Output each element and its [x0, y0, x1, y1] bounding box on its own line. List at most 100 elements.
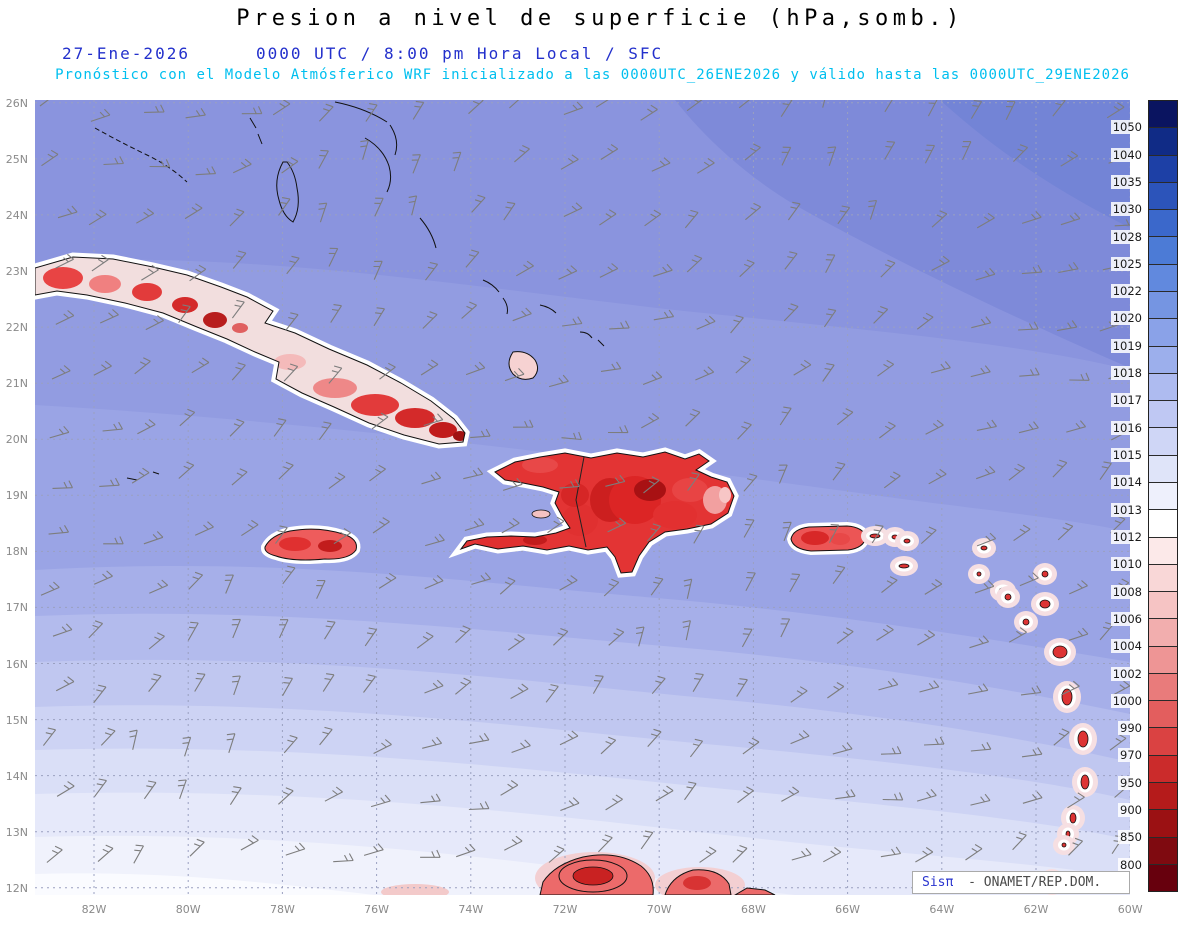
wind-barb — [741, 628, 753, 648]
pressure-colorbar — [1148, 100, 1178, 892]
wind-barb — [510, 683, 529, 699]
colorbar-cell-12 — [1149, 428, 1177, 456]
colorbar-label-1002: 1002 — [1110, 666, 1144, 681]
wind-barb — [1058, 261, 1079, 274]
lat-tick-24N: 24N — [5, 208, 28, 222]
wind-barb — [516, 260, 534, 277]
wind-barb — [682, 620, 691, 641]
wind-barb — [697, 157, 715, 174]
wind-barb — [424, 574, 444, 590]
wind-barb — [737, 786, 754, 804]
wind-barb — [282, 565, 296, 585]
colorbar-cell-20 — [1149, 646, 1177, 674]
wind-barb — [696, 315, 716, 330]
wind-barb — [278, 461, 294, 480]
wind-barb — [52, 623, 73, 637]
wind-barb — [194, 672, 206, 692]
wind-barb — [103, 536, 124, 545]
wind-barb — [787, 201, 801, 221]
wind-barb — [90, 108, 111, 122]
wind-barb — [653, 309, 675, 321]
wind-barb — [651, 157, 671, 172]
wind-barb — [782, 521, 792, 542]
wind-barb — [149, 159, 171, 168]
wind-barb — [695, 366, 715, 381]
wind-barb — [975, 267, 996, 281]
wind-barb — [55, 676, 75, 692]
wind-barb — [422, 736, 443, 749]
wind-barb — [836, 627, 854, 644]
wind-barb — [1005, 100, 1016, 120]
wind-barb — [684, 781, 697, 801]
wind-barb — [465, 361, 486, 376]
wind-barb — [425, 533, 445, 547]
wind-barb — [512, 419, 534, 428]
wind-barb — [647, 728, 662, 747]
wind-barb — [878, 678, 899, 691]
wind-barb — [285, 312, 299, 331]
wind-barb — [318, 421, 332, 441]
wind-barb — [599, 209, 617, 226]
wind-barb — [605, 794, 623, 811]
wind-barb — [563, 101, 584, 116]
wind-barb — [425, 261, 439, 281]
wind-barb — [976, 465, 996, 480]
wind-barb — [318, 202, 328, 223]
wind-barb — [463, 467, 484, 480]
wind-barb — [1060, 212, 1081, 226]
colorbar-label-1022: 1022 — [1110, 284, 1144, 299]
colorbar-label-950: 950 — [1118, 775, 1144, 790]
colorbar-cell-21 — [1149, 673, 1177, 702]
wind-barb — [1066, 420, 1087, 433]
wind-barb — [599, 263, 619, 278]
wind-barb — [423, 413, 444, 427]
wind-barb — [563, 202, 583, 217]
colorbar-cell-28 — [1149, 864, 1177, 892]
wind-barb — [46, 845, 63, 863]
puerto-rico-island — [791, 526, 866, 551]
wind-barb — [422, 311, 438, 329]
wind-barb — [373, 260, 383, 280]
wind-barb — [836, 408, 854, 426]
wind-barb — [781, 146, 792, 166]
wind-barb — [468, 801, 490, 811]
wind-barb — [504, 835, 523, 851]
wind-barb — [1109, 734, 1127, 751]
wind-barb — [559, 479, 580, 489]
wind-barb — [1068, 627, 1089, 641]
wind-barb — [916, 312, 934, 330]
wind-barb — [1069, 580, 1088, 595]
wind-barb — [641, 412, 660, 429]
wind-barb — [465, 249, 480, 268]
wind-barb — [88, 209, 107, 226]
wind-barb — [744, 143, 761, 161]
wind-barb — [1018, 421, 1039, 434]
wind-barb — [241, 106, 263, 115]
wind-barb — [560, 154, 579, 170]
wind-barb — [136, 208, 155, 224]
colorbar-label-1050: 1050 — [1110, 120, 1144, 135]
pressure-map-svg — [35, 100, 1130, 895]
wind-barb — [455, 677, 472, 695]
wind-barb — [607, 425, 629, 434]
wind-barb — [600, 144, 619, 160]
wind-barb — [739, 259, 755, 278]
wind-barb — [825, 254, 836, 274]
wind-barb — [925, 419, 944, 435]
wind-barb — [832, 461, 846, 481]
colorbar-cell-4 — [1149, 210, 1177, 238]
gonave-island — [531, 509, 551, 519]
wind-barb — [514, 145, 530, 163]
wind-barb — [224, 574, 234, 594]
wind-barb — [971, 316, 992, 329]
colorbar-cell-11 — [1149, 401, 1177, 429]
wind-barb — [1008, 463, 1026, 481]
wind-barb — [559, 575, 578, 591]
wind-barb — [781, 786, 800, 802]
wind-barb — [968, 683, 989, 695]
colorbar-label-1025: 1025 — [1110, 256, 1144, 271]
colorbar-label-1017: 1017 — [1110, 393, 1144, 408]
wind-barb — [877, 359, 895, 377]
wind-barb — [827, 682, 845, 699]
wind-barb — [145, 315, 164, 331]
